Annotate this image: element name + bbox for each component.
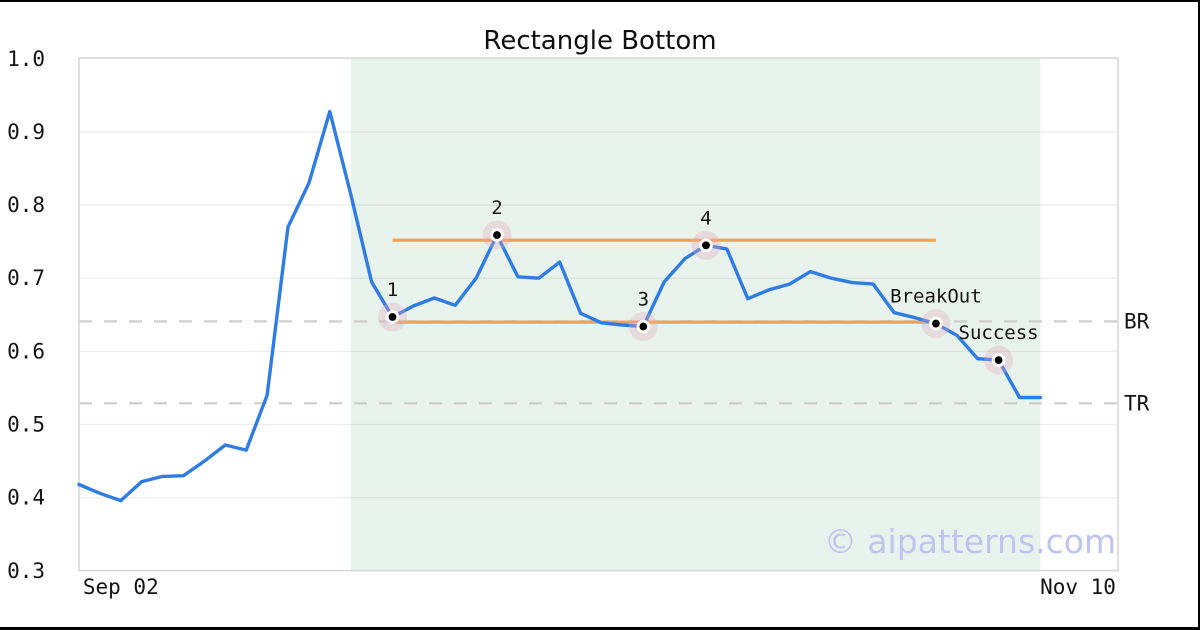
- price-line: [77, 109, 1043, 503]
- y-tick-label: 0.7: [7, 266, 45, 290]
- top-frame-border: [0, 0, 1200, 2]
- marker-label-breakout: BreakOut: [890, 286, 982, 308]
- level-label-tr: TR: [1124, 391, 1150, 415]
- y-tick-label: 1.0: [7, 47, 45, 71]
- x-tick-label: Nov 10: [1040, 575, 1116, 599]
- watermark: © aipatterns.com: [823, 522, 1117, 561]
- x-tick-label: Sep 02: [83, 575, 159, 599]
- marker-dot: [388, 313, 397, 321]
- marker-dot: [639, 322, 648, 331]
- level-label-br: BR: [1124, 309, 1150, 333]
- y-tick-label: 0.9: [7, 120, 45, 144]
- y-tick-label: 0.5: [7, 413, 45, 437]
- bottom-frame-border: [0, 627, 1200, 630]
- marker-dot: [932, 319, 940, 328]
- marker-label-3: 3: [638, 289, 649, 311]
- marker-label-success: Success: [959, 322, 1039, 344]
- y-tick-label: 0.6: [7, 339, 45, 363]
- marker-dot: [493, 231, 501, 239]
- marker-label-2: 2: [491, 197, 502, 219]
- y-tick-label: 0.4: [7, 486, 45, 510]
- plot-shaded-region: [350, 58, 1041, 571]
- marker-label-4: 4: [700, 207, 711, 229]
- level-label-bg: [1119, 308, 1159, 335]
- y-tick-label: 0.8: [7, 193, 45, 217]
- right-frame-border: [1198, 0, 1200, 630]
- plot-border: [78, 57, 1119, 572]
- marker-dot: [994, 356, 1003, 365]
- level-label-bg: [1119, 390, 1159, 417]
- chart-title: Rectangle Bottom: [483, 26, 717, 56]
- marker-dot: [702, 241, 710, 250]
- y-tick-label: 0.3: [7, 559, 45, 583]
- marker-label-1: 1: [387, 279, 398, 301]
